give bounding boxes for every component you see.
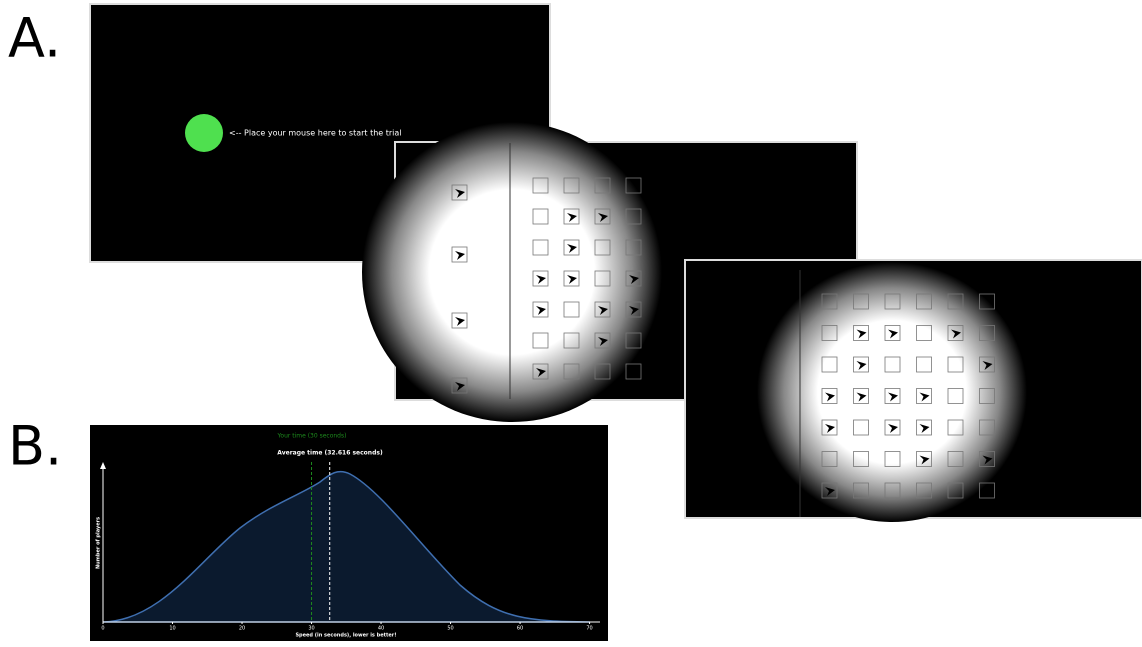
x-tick-label: 70 — [586, 626, 592, 632]
start-target — [185, 114, 223, 152]
x-tick-label: 10 — [169, 626, 175, 632]
x-tick-label: 40 — [378, 626, 384, 632]
x-axis-label: Speed (in seconds), lower is better! — [295, 633, 396, 639]
x-tick-label: 0 — [101, 626, 104, 632]
x-tick-label: 60 — [517, 626, 523, 632]
spotlight — [362, 122, 662, 422]
figure: A. B. <-- Place your mouse here to start… — [0, 0, 1142, 643]
x-tick-label: 20 — [239, 626, 245, 632]
your-time-label: Your time (30 seconds) — [277, 433, 347, 440]
x-tick-label: 50 — [447, 626, 453, 632]
panel-label: A. — [8, 7, 61, 70]
panel-label: B. — [8, 415, 62, 478]
average-label: Average time (32.616 seconds) — [277, 450, 383, 457]
y-axis-label: Number of players — [96, 517, 102, 569]
instruction: <-- Place your mouse here to start the t… — [229, 129, 402, 138]
x-tick-label: 30 — [308, 626, 314, 632]
